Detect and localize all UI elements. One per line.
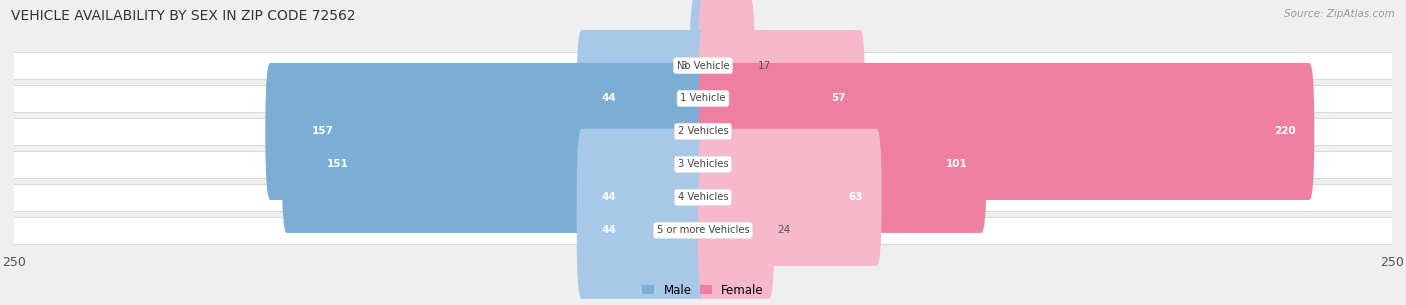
FancyBboxPatch shape	[697, 162, 775, 299]
Text: No Vehicle: No Vehicle	[676, 60, 730, 70]
Text: 44: 44	[602, 94, 616, 103]
Text: 5 or more Vehicles: 5 or more Vehicles	[657, 225, 749, 235]
FancyBboxPatch shape	[697, 129, 882, 266]
Text: 4 Vehicles: 4 Vehicles	[678, 192, 728, 202]
FancyBboxPatch shape	[576, 162, 709, 299]
FancyBboxPatch shape	[576, 30, 709, 167]
Text: 3 Vehicles: 3 Vehicles	[678, 160, 728, 169]
Text: 101: 101	[946, 160, 967, 169]
Text: 2 Vehicles: 2 Vehicles	[678, 127, 728, 136]
FancyBboxPatch shape	[0, 184, 1406, 211]
FancyBboxPatch shape	[0, 217, 1406, 244]
Text: 151: 151	[328, 160, 349, 169]
FancyBboxPatch shape	[283, 96, 709, 233]
Text: 24: 24	[778, 225, 790, 235]
Text: 3: 3	[681, 60, 686, 70]
FancyBboxPatch shape	[266, 63, 709, 200]
Text: 57: 57	[832, 94, 846, 103]
FancyBboxPatch shape	[0, 52, 1406, 79]
Text: 44: 44	[602, 192, 616, 202]
Text: 63: 63	[848, 192, 863, 202]
FancyBboxPatch shape	[0, 151, 1406, 178]
Legend: Male, Female: Male, Female	[637, 279, 769, 301]
FancyBboxPatch shape	[576, 129, 709, 266]
Text: 44: 44	[602, 225, 616, 235]
FancyBboxPatch shape	[0, 85, 1406, 112]
FancyBboxPatch shape	[697, 0, 755, 134]
Text: Source: ZipAtlas.com: Source: ZipAtlas.com	[1284, 9, 1395, 19]
FancyBboxPatch shape	[0, 118, 1406, 145]
FancyBboxPatch shape	[697, 96, 986, 233]
FancyBboxPatch shape	[697, 30, 865, 167]
Text: VEHICLE AVAILABILITY BY SEX IN ZIP CODE 72562: VEHICLE AVAILABILITY BY SEX IN ZIP CODE …	[11, 9, 356, 23]
FancyBboxPatch shape	[697, 63, 1315, 200]
Text: 1 Vehicle: 1 Vehicle	[681, 94, 725, 103]
Text: 220: 220	[1274, 127, 1295, 136]
Text: 17: 17	[758, 60, 772, 70]
Text: 157: 157	[312, 127, 333, 136]
FancyBboxPatch shape	[690, 0, 709, 134]
